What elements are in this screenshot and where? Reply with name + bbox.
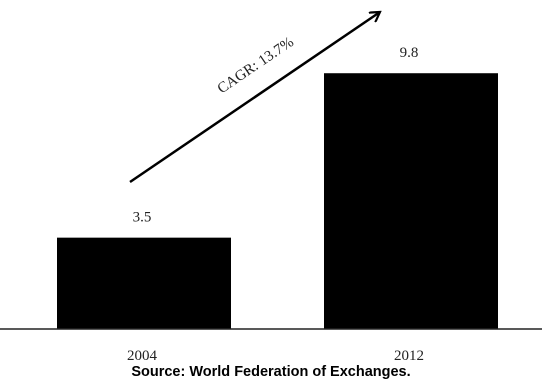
cagr-arrow bbox=[129, 12, 380, 184]
tick-label-2004: 2004 bbox=[127, 348, 158, 364]
data-label-2012: 9.8 bbox=[400, 45, 419, 61]
bar-2004 bbox=[57, 237, 231, 329]
source-note: Source: World Federation of Exchanges. bbox=[131, 364, 411, 380]
bar-2012 bbox=[324, 73, 498, 329]
cagr-annotation: CAGR: 13.7% bbox=[215, 34, 297, 97]
bar-chart: CAGR: 13.7% 3.5 2004 9.8 2012 bbox=[0, 0, 542, 364]
tick-label-2012: 2012 bbox=[394, 348, 424, 364]
data-label-2004: 3.5 bbox=[133, 210, 152, 226]
